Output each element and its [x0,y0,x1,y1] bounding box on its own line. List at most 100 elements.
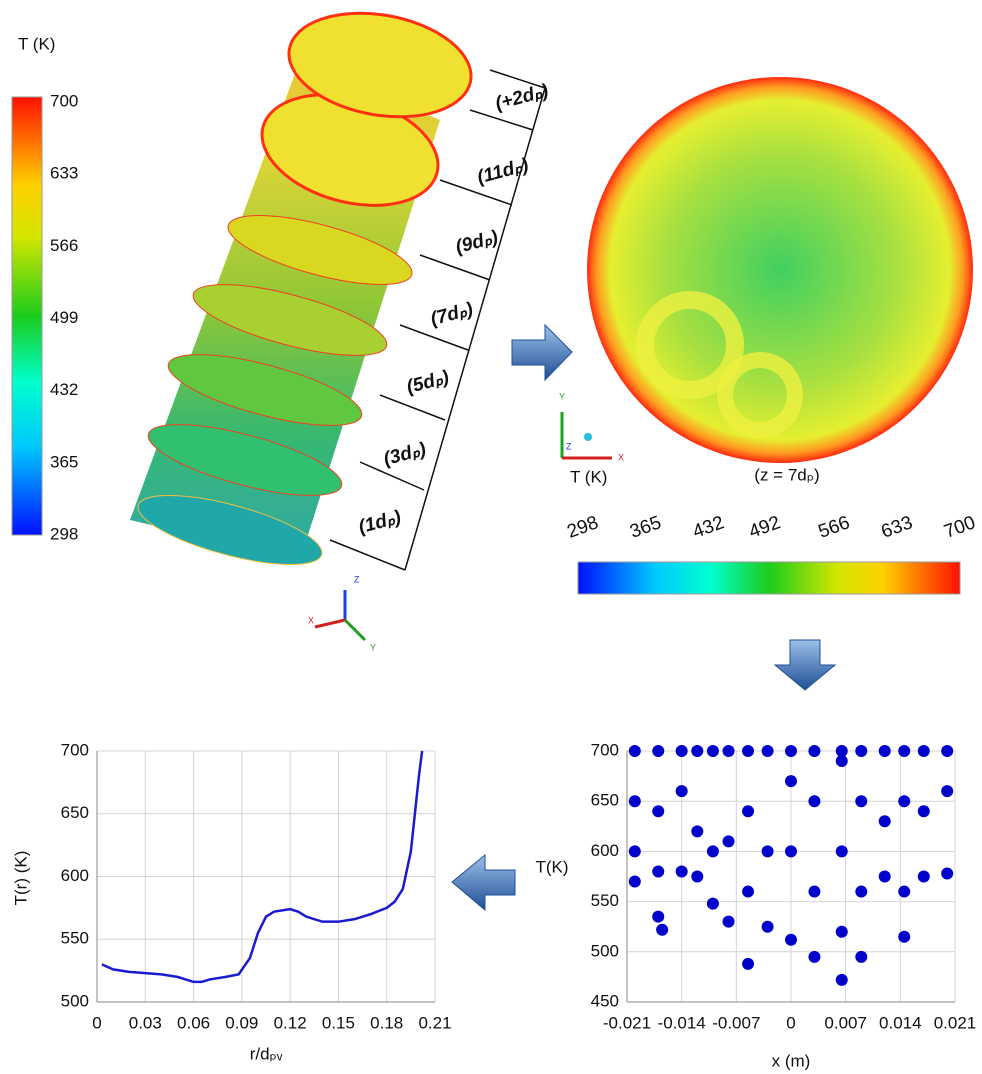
data-point [917,805,930,818]
y-tick-label: 500 [61,991,89,1010]
slice-label: (1dₚ) [356,507,403,538]
colorbar-tick-label: 566 [816,512,853,543]
axis-letter: Z [566,441,572,451]
y-tick-label: 600 [591,841,619,860]
data-point [835,745,848,757]
data-point [761,845,774,858]
slice-label: (11dₚ) [475,155,531,189]
data-point [706,745,719,757]
colorbar-tick-label: 633 [50,164,78,183]
data-point [742,745,755,757]
colorbar-tick-label: 298 [564,512,601,543]
data-point [855,795,868,808]
data-point [675,745,688,757]
data-point [898,745,911,757]
colorbar-tick-label: 566 [50,236,78,255]
x-tick-label: 0.03 [129,1013,162,1032]
x-tick-label: 0.09 [225,1013,258,1032]
colorbar-tick-label: 492 [746,512,783,543]
colorbar-tick-label: 365 [627,512,664,543]
data-point [722,835,735,848]
data-point [917,870,930,883]
data-line [101,750,424,984]
y-tick-label: 700 [591,740,619,759]
column-render [130,11,473,565]
x-tick-label: 0.21 [418,1013,451,1032]
data-point [785,845,797,858]
x-tick-label: 0.12 [274,1013,307,1032]
data-point [742,805,755,818]
colorbar-horizontal [577,561,961,595]
colorbar-tick-label: 432 [690,512,727,543]
slice-label: (9dₚ) [453,227,500,258]
slice-label: (3dₚ) [381,439,428,470]
data-point [855,950,868,963]
x-axis-label: x (m) [772,1051,811,1070]
axis-letter: X [308,615,314,625]
x-tick-label: -0.014 [658,1013,706,1032]
data-point [835,755,848,768]
data-point [675,865,688,878]
data-point [652,910,665,923]
data-point [628,795,641,808]
x-tick-label: 0.06 [177,1013,210,1032]
x-tick-label: 0.014 [879,1013,922,1032]
y-tick-label: 600 [61,866,89,885]
y-axis-label: T(K) [535,857,568,876]
data-point [785,775,797,788]
slice-contour [587,77,973,463]
data-point [742,885,755,898]
data-point [628,845,641,858]
x-tick-label: 0.021 [934,1013,977,1032]
y-tick-label: 550 [591,891,619,910]
data-point [706,845,719,858]
slice-caption: (z = 7dₚ) [754,465,819,484]
x-tick-label: 0 [786,1013,795,1032]
data-point [917,745,930,757]
data-point [628,875,641,888]
data-point [941,785,954,798]
axis-letter: Y [370,642,376,652]
data-point [675,785,688,798]
arrows [451,323,837,912]
y-tick-label: 650 [61,803,89,822]
data-point [722,745,735,757]
data-point [941,745,954,757]
y-axis-label: T(r) (K) [11,851,30,906]
x-axis-label: r/dₚᵥ [250,1044,283,1063]
data-point [652,805,665,818]
slice-label: (+2dₚ) [493,80,551,114]
x-tick-label: 0.15 [322,1013,355,1032]
data-point [835,925,848,938]
data-point [761,920,774,933]
x-tick-label: 0.18 [370,1013,403,1032]
data-point [808,745,821,757]
data-point [761,745,774,757]
data-point [878,745,891,757]
colorbar-tick-label: 700 [50,91,78,110]
slice-ladder [329,69,546,571]
triad [314,412,612,642]
data-point [878,815,891,828]
data-point [691,825,704,838]
colorbar-tick-label: 298 [50,524,78,543]
slice-label: (5dₚ) [404,367,451,398]
data-point [808,885,821,898]
colorbar-tick-label: 365 [50,452,78,471]
data-point [785,933,797,946]
y-tick-label: 700 [61,740,89,759]
data-point [898,795,911,808]
data-point [808,950,821,963]
data-point [898,930,911,943]
slice-label: (7dₚ) [428,299,475,330]
colorbar-title: T (K) [18,34,55,53]
colorbar-tick-label: 499 [50,308,78,327]
data-point [742,957,755,970]
data-point [652,865,665,878]
data-point [706,897,719,910]
data-point [722,915,735,928]
y-tick-label: 550 [61,929,89,948]
data-point [691,870,704,883]
data-point [835,973,848,986]
axis-letter: Y [559,391,565,401]
